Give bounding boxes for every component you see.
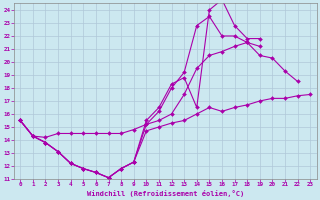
X-axis label: Windchill (Refroidissement éolien,°C): Windchill (Refroidissement éolien,°C) [87,190,244,197]
